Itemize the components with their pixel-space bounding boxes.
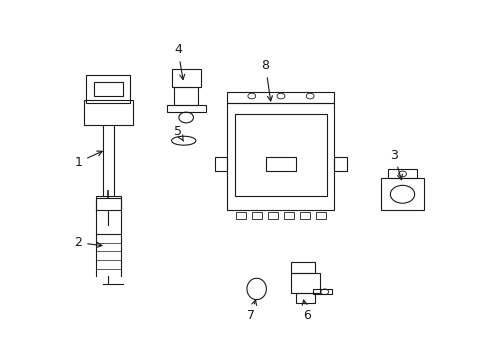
Bar [300,212,309,219]
Bar [227,103,334,210]
Bar [227,93,334,103]
Bar [380,178,424,210]
Text: 8: 8 [261,59,272,101]
Bar [174,87,198,105]
Bar [268,212,278,219]
Bar [215,157,227,171]
Bar [290,262,314,273]
Text: 3: 3 [389,149,402,180]
Text: 4: 4 [174,43,184,80]
Bar [94,82,122,96]
Bar [295,293,314,303]
Bar [236,212,245,219]
Text: 1: 1 [74,151,102,169]
Text: 7: 7 [246,300,256,322]
Bar [234,114,326,196]
Bar [252,212,262,219]
Bar [86,75,130,103]
Bar [266,157,295,171]
Bar [96,198,120,234]
Bar [171,69,201,87]
Text: 2: 2 [74,236,102,249]
Bar [166,105,205,112]
Text: 5: 5 [174,125,183,141]
Bar [312,289,331,294]
Bar [334,157,346,171]
Bar [290,273,319,293]
Bar [284,212,293,219]
Text: 6: 6 [302,300,310,322]
Bar [387,169,416,178]
Bar [96,196,120,210]
Bar [316,212,325,219]
Bar [84,100,132,125]
